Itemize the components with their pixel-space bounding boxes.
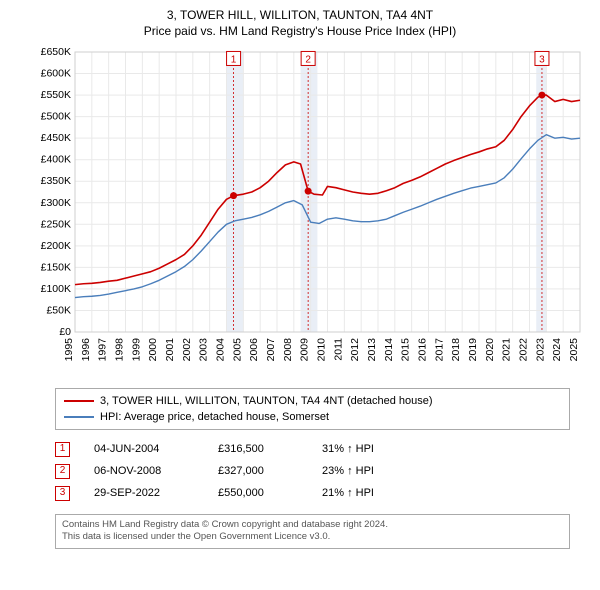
svg-text:2022: 2022 (518, 338, 530, 362)
sale-price: £327,000 (218, 460, 298, 482)
sale-marker-icon: 3 (55, 486, 70, 501)
sale-diff: 21% ↑ HPI (322, 482, 402, 504)
legend-label: HPI: Average price, detached house, Some… (100, 409, 329, 425)
sale-date: 06-NOV-2008 (94, 460, 194, 482)
svg-text:2002: 2002 (181, 338, 193, 362)
svg-text:1996: 1996 (80, 338, 92, 362)
svg-text:2: 2 (305, 54, 311, 65)
svg-text:1998: 1998 (114, 338, 126, 362)
legend-row: 3, TOWER HILL, WILLITON, TAUNTON, TA4 4N… (64, 393, 561, 409)
svg-text:2001: 2001 (164, 338, 176, 362)
svg-text:3: 3 (539, 54, 545, 65)
sale-date: 29-SEP-2022 (94, 482, 194, 504)
svg-text:2020: 2020 (484, 338, 496, 362)
legend-label: 3, TOWER HILL, WILLITON, TAUNTON, TA4 4N… (100, 393, 433, 409)
svg-text:2010: 2010 (316, 338, 328, 362)
svg-text:2024: 2024 (551, 338, 563, 362)
svg-text:£150K: £150K (41, 261, 71, 273)
chart-subtitle: Price paid vs. HM Land Registry's House … (0, 24, 600, 38)
sale-row: 2 06-NOV-2008 £327,000 23% ↑ HPI (55, 460, 570, 482)
svg-text:2012: 2012 (349, 338, 361, 362)
svg-text:2008: 2008 (282, 338, 294, 362)
sale-marker-icon: 2 (55, 464, 70, 479)
svg-text:£200K: £200K (41, 240, 71, 252)
svg-text:1999: 1999 (130, 338, 142, 362)
legend: 3, TOWER HILL, WILLITON, TAUNTON, TA4 4N… (55, 388, 570, 430)
sale-row: 3 29-SEP-2022 £550,000 21% ↑ HPI (55, 482, 570, 504)
svg-text:£350K: £350K (41, 175, 71, 187)
legend-swatch-property (64, 400, 94, 402)
chart-svg: £0 £50K £100K £150K £200K £250K £300K £350K £400… (30, 42, 590, 382)
svg-text:2000: 2000 (147, 338, 159, 362)
footer-line: This data is licensed under the Open Gov… (62, 531, 563, 543)
chart-title-block: 3, TOWER HILL, WILLITON, TAUNTON, TA4 4N… (0, 0, 600, 42)
svg-text:£600K: £600K (41, 68, 71, 80)
svg-text:£550K: £550K (41, 89, 71, 101)
svg-text:2003: 2003 (198, 338, 210, 362)
svg-text:2017: 2017 (433, 338, 445, 362)
svg-text:£100K: £100K (41, 283, 71, 295)
footer-line: Contains HM Land Registry data © Crown c… (62, 519, 563, 531)
svg-text:1: 1 (231, 54, 237, 65)
attribution-footer: Contains HM Land Registry data © Crown c… (55, 514, 570, 549)
svg-text:2007: 2007 (265, 338, 277, 362)
chart-title: 3, TOWER HILL, WILLITON, TAUNTON, TA4 4N… (0, 8, 600, 22)
svg-text:2021: 2021 (501, 338, 513, 362)
svg-text:£400K: £400K (41, 154, 71, 166)
sale-row: 1 04-JUN-2004 £316,500 31% ↑ HPI (55, 438, 570, 460)
sale-marker-icon: 1 (55, 442, 70, 457)
svg-text:2005: 2005 (231, 338, 243, 362)
svg-text:2004: 2004 (215, 338, 227, 362)
svg-text:£300K: £300K (41, 197, 71, 209)
svg-text:£450K: £450K (41, 132, 71, 144)
legend-row: HPI: Average price, detached house, Some… (64, 409, 561, 425)
sale-price: £550,000 (218, 482, 298, 504)
svg-text:2006: 2006 (248, 338, 260, 362)
svg-text:2016: 2016 (417, 338, 429, 362)
svg-text:2013: 2013 (366, 338, 378, 362)
svg-text:2023: 2023 (534, 338, 546, 362)
svg-text:2019: 2019 (467, 338, 479, 362)
price-chart: £0 £50K £100K £150K £200K £250K £300K £350K £400… (30, 42, 590, 382)
svg-text:1995: 1995 (63, 338, 75, 362)
svg-text:£50K: £50K (46, 304, 71, 316)
sale-diff: 23% ↑ HPI (322, 460, 402, 482)
svg-text:2015: 2015 (400, 338, 412, 362)
svg-text:£500K: £500K (41, 111, 71, 123)
sale-diff: 31% ↑ HPI (322, 438, 402, 460)
svg-text:£650K: £650K (41, 46, 71, 58)
sale-date: 04-JUN-2004 (94, 438, 194, 460)
svg-text:2011: 2011 (332, 338, 344, 361)
svg-text:2014: 2014 (383, 338, 395, 362)
legend-swatch-hpi (64, 416, 94, 418)
svg-text:£250K: £250K (41, 218, 71, 230)
svg-text:2009: 2009 (299, 338, 311, 362)
svg-text:£0: £0 (59, 326, 71, 338)
svg-text:1997: 1997 (97, 338, 109, 362)
svg-text:2018: 2018 (450, 338, 462, 362)
sales-table: 1 04-JUN-2004 £316,500 31% ↑ HPI 2 06-NO… (55, 438, 570, 504)
sale-price: £316,500 (218, 438, 298, 460)
svg-text:2025: 2025 (568, 338, 580, 362)
